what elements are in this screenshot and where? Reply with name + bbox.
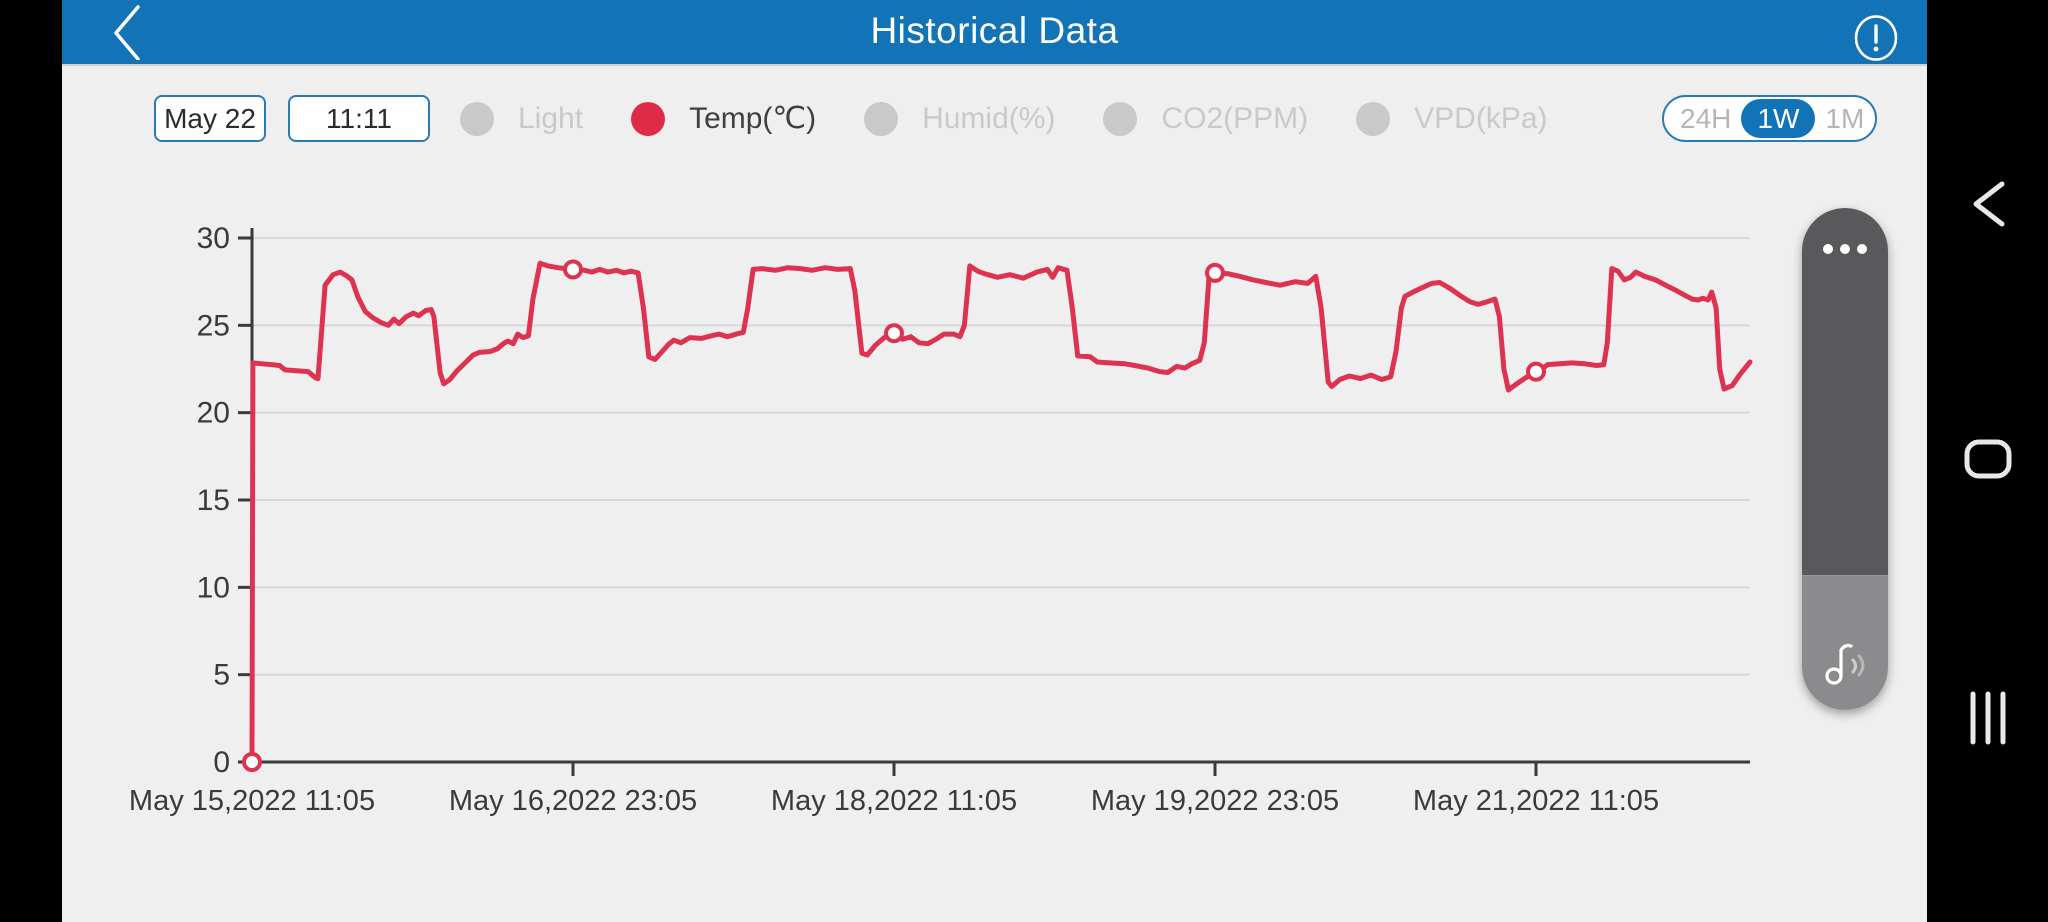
y-axis-label-15: 15 (197, 484, 230, 517)
date-value: May 22 (164, 102, 256, 134)
alert-info-button[interactable] (1853, 15, 1899, 61)
legend-label-temp: Temp(℃) (689, 102, 817, 135)
more-options-dots-icon[interactable] (1802, 244, 1888, 254)
series-marker-4 (1526, 361, 1546, 382)
legend-label-co2: CO2(PPM) (1161, 101, 1309, 135)
series-marker-0 (242, 752, 262, 772)
series-marker-3 (1205, 262, 1225, 283)
legend-dot-temp (631, 101, 666, 136)
legend-item-temp[interactable]: Temp(℃) (631, 101, 816, 136)
music-note-sound-icon (1825, 643, 1865, 685)
app-screen: Historical Data May 22 11:11 Light (62, 0, 1927, 922)
legend-dot-humid (864, 101, 899, 136)
x-axis-label-2: May 18,2022 11:05 (771, 785, 1017, 817)
app-header: Historical Data (62, 0, 1927, 66)
y-axis-label-10: 10 (197, 571, 230, 604)
legend-label-vpd: VPD(kPa) (1414, 101, 1548, 135)
time-picker-field[interactable]: 11:11 (288, 95, 430, 142)
y-axis-label-30: 30 (197, 222, 230, 255)
nav-back-icon[interactable] (1966, 180, 2012, 228)
y-axis-label-0: 0 (213, 746, 230, 779)
exclamation-circle-icon (1854, 15, 1898, 61)
temperature-history-chart[interactable]: 0 5 10 15 20 25 30 May 15,2022 11:05 May 16,2022… (62, 0, 1927, 922)
legend-dot-vpd (1356, 101, 1391, 136)
range-option-1m[interactable]: 1M (1825, 103, 1865, 134)
x-axis-label-4: May 21,2022 11:05 (1413, 785, 1659, 817)
back-button[interactable] (102, 4, 158, 61)
series-marker-2 (884, 323, 904, 344)
y-axis-label-20: 20 (197, 397, 230, 430)
series-marker-1 (563, 259, 583, 280)
page-title: Historical Data (870, 10, 1119, 51)
x-axis-label-3: May 19,2022 23:05 (1091, 785, 1339, 817)
legend-item-co2[interactable]: CO2(PPM) (1103, 101, 1309, 136)
temperature-series-line (249, 260, 1753, 765)
time-range-toggle: 24H 1W 1M (1662, 95, 1877, 142)
nav-home-icon[interactable] (1964, 439, 2012, 479)
legend-dot-co2 (1103, 101, 1138, 136)
y-axis-label-5: 5 (213, 659, 230, 692)
legend-item-vpd[interactable]: VPD(kPa) (1356, 101, 1548, 136)
assistant-widget-body (1802, 208, 1888, 575)
legend-item-light[interactable]: Light (460, 101, 584, 136)
back-chevron-icon (114, 5, 140, 61)
time-value: 11:11 (326, 102, 392, 134)
y-axis-label-25: 25 (197, 309, 230, 342)
x-axis-label-0: May 15,2022 11:05 (129, 785, 375, 817)
range-option-1w[interactable]: 1W (1741, 99, 1816, 138)
range-option-24h[interactable]: 24H (1680, 103, 1732, 134)
series-legend: Light Temp(℃) Humid(%) CO2(PPM) VPD(kPa) (460, 95, 1596, 142)
legend-item-humid[interactable]: Humid(%) (864, 101, 1056, 136)
assistant-floating-widget[interactable] (1802, 208, 1888, 710)
nav-recents-icon[interactable] (1964, 690, 2012, 746)
x-axis-label-1: May 16,2022 23:05 (449, 785, 697, 817)
legend-label-humid: Humid(%) (922, 101, 1056, 135)
legend-dot-light (460, 101, 494, 136)
legend-label-light: Light (518, 101, 584, 135)
date-picker-field[interactable]: May 22 (154, 95, 266, 142)
assistant-widget-sound-section[interactable] (1802, 575, 1888, 710)
